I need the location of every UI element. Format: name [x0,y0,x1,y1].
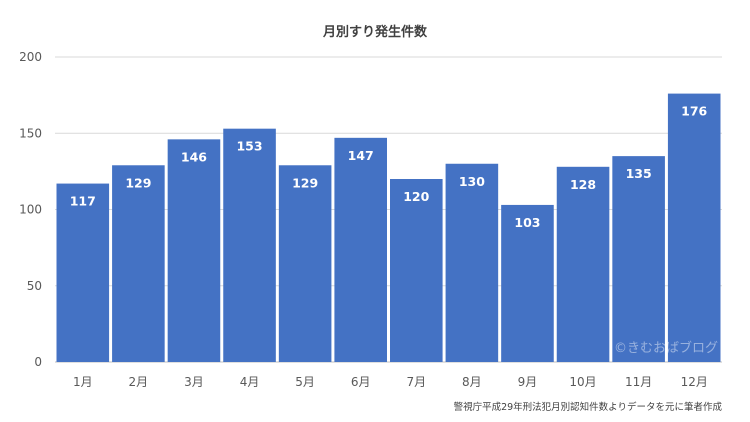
x-tick-label: 5月 [295,375,315,389]
bar [278,165,332,362]
bars [56,93,721,362]
data-label: 129 [125,175,151,190]
bar [612,156,665,362]
bar [501,204,554,362]
y-tick-label: 100 [19,203,42,217]
x-tick-label: 2月 [129,375,149,389]
bar [112,165,165,362]
bar [445,163,499,362]
x-tick-label: 12月 [681,375,708,389]
data-label: 128 [570,177,596,192]
x-tick-label: 1月 [73,375,93,389]
data-label: 120 [403,189,429,204]
data-label: 117 [70,194,96,209]
data-label: 147 [348,148,374,163]
gridlines [55,56,722,363]
data-label: 130 [459,174,485,189]
x-tick-label: 6月 [351,375,371,389]
data-label: 129 [292,175,318,190]
x-tick-label: 8月 [462,375,482,389]
x-tick-label: 7月 [406,375,426,389]
bar [556,166,610,362]
bar [167,139,221,362]
x-tick-label: 9月 [518,375,538,389]
data-label: 153 [236,139,262,154]
x-axis-ticks: 1月 2月 3月 4月 5月 6月 7月 8月 9月 10月 11月 12月 [73,375,708,389]
bar [56,183,110,362]
data-label: 176 [681,104,707,119]
bar [667,93,721,362]
x-tick-label: 4月 [240,375,260,389]
data-label: 103 [514,215,540,230]
chart-title: 月別すり発生件数 [322,24,428,40]
data-label: 146 [181,149,207,164]
source-note: 警視庁平成29年刑法犯月別認知件数よりデータを元に筆者作成 [454,401,723,413]
x-tick-label: 3月 [184,375,204,389]
x-tick-label: 11月 [625,375,652,389]
y-tick-label: 50 [27,279,42,293]
y-tick-label: 150 [19,126,42,140]
y-tick-label: 200 [19,50,42,64]
y-axis-ticks: 0 50 100 150 200 [19,50,42,369]
data-label: 135 [626,166,652,181]
y-tick-label: 0 [34,355,42,369]
x-tick-label: 10月 [569,375,596,389]
bar [223,128,276,362]
bar [334,137,387,362]
bar [390,179,443,362]
data-labels: 117 129 146 153 129 147 120 130 103 128 135 176 [70,104,708,230]
watermark-text: ©きむおばブログ [614,340,718,356]
